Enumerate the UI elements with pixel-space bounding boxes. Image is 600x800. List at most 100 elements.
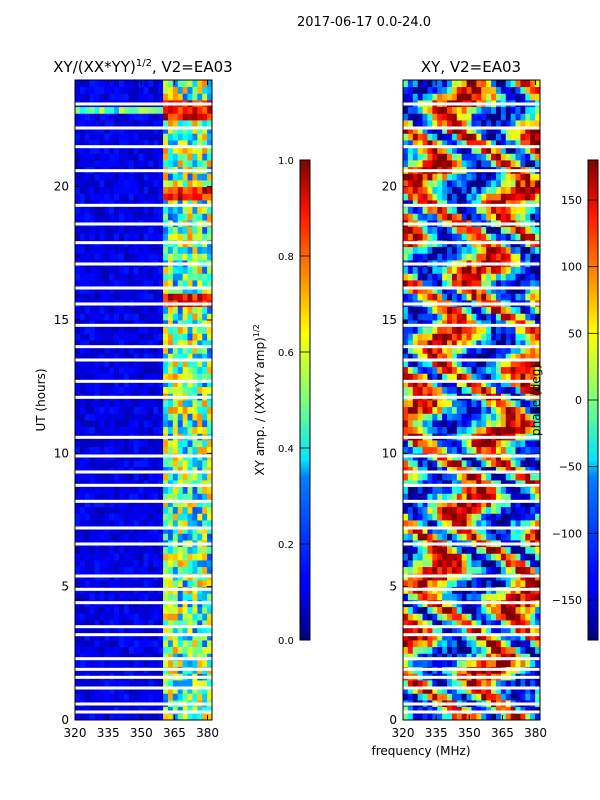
heatmap-cell <box>510 680 516 688</box>
heatmap-cell <box>491 533 497 541</box>
heatmap-cell <box>75 526 81 534</box>
heatmap-cell <box>133 253 139 261</box>
panel1-heatmap <box>75 80 212 720</box>
heatmap-cell <box>417 366 423 374</box>
heatmap-cell <box>412 206 419 214</box>
heatmap-cell <box>94 566 100 574</box>
heatmap-cell <box>79 360 86 368</box>
heatmap-cell <box>427 486 433 494</box>
heatmap-cell <box>447 620 453 628</box>
heatmap-cell <box>466 520 472 528</box>
heatmap-cell <box>207 180 212 188</box>
heatmap-cell <box>476 413 482 421</box>
heatmap-cell <box>515 306 521 314</box>
heatmap-cell <box>456 193 463 201</box>
heatmap-cell <box>182 566 188 574</box>
heatmap-cell <box>79 380 86 388</box>
heatmap-cell <box>148 326 154 334</box>
heatmap-cell <box>84 313 91 321</box>
heatmap-cell <box>187 400 193 408</box>
heatmap-cell <box>432 626 438 634</box>
heatmap-cell <box>417 466 423 474</box>
heatmap-cell <box>451 440 458 448</box>
heatmap-cell <box>94 86 100 94</box>
heatmap-cell <box>192 360 198 368</box>
heatmap-cell <box>495 706 502 714</box>
heatmap-cell <box>417 193 423 201</box>
heatmap-cell <box>481 593 487 601</box>
heatmap-cell <box>123 513 130 521</box>
heatmap-cell <box>148 520 154 528</box>
heatmap-cell <box>89 653 95 661</box>
heatmap-cell <box>197 386 203 394</box>
heatmap-cell <box>422 526 428 534</box>
heatmap-cell <box>491 373 497 381</box>
heatmap-cell <box>99 153 105 161</box>
heatmap-cell <box>133 420 139 428</box>
heatmap-cell <box>104 313 110 321</box>
heatmap-cell <box>128 146 135 154</box>
heatmap-cell <box>163 80 169 88</box>
heatmap-cell <box>451 193 458 201</box>
heatmap-cell <box>177 380 184 388</box>
heatmap-cell <box>128 713 135 720</box>
heatmap-cell <box>182 660 188 668</box>
heatmap-cell <box>456 553 463 561</box>
heatmap-cell <box>515 506 521 514</box>
heatmap-cell <box>153 293 159 301</box>
heatmap-cell <box>486 620 492 628</box>
heatmap-cell <box>422 460 428 468</box>
heatmap-cell <box>133 360 139 368</box>
heatmap-cell <box>109 173 115 181</box>
heatmap-cell <box>412 660 419 668</box>
heatmap-cell <box>442 286 448 294</box>
heatmap-cell <box>153 140 159 148</box>
heatmap-cell <box>403 366 409 374</box>
heatmap-cell <box>202 593 208 601</box>
heatmap-cell <box>491 593 497 601</box>
heatmap-cell <box>442 313 448 321</box>
heatmap-cell <box>481 606 487 614</box>
heatmap-cell <box>442 680 448 688</box>
heatmap-cell <box>79 146 86 154</box>
heatmap-cell <box>99 400 105 408</box>
heatmap-cell <box>123 246 130 254</box>
heatmap-cell <box>75 200 81 208</box>
heatmap-cell <box>128 413 135 421</box>
heatmap-cell <box>530 206 536 214</box>
heatmap-cell <box>500 193 507 201</box>
heatmap-cell <box>114 686 120 694</box>
heatmap-cell <box>456 606 463 614</box>
heatmap-cell <box>403 353 409 361</box>
heatmap-cell <box>456 366 463 374</box>
heatmap-cell <box>447 606 453 614</box>
heatmap-cell <box>119 293 125 301</box>
heatmap-cell <box>182 180 188 188</box>
heatmap-cell <box>133 380 139 388</box>
heatmap-cell <box>143 113 149 121</box>
heatmap-cell <box>427 580 433 588</box>
x-tick-label: 350 <box>130 726 153 740</box>
heatmap-cell <box>192 420 198 428</box>
heatmap-cell <box>202 560 208 568</box>
heatmap-cell <box>89 473 95 481</box>
heatmap-cell <box>177 266 184 274</box>
heatmap-cell <box>187 113 193 121</box>
heatmap-cell <box>143 413 149 421</box>
heatmap-cell <box>412 466 419 474</box>
heatmap-cell <box>79 86 86 94</box>
heatmap-cell <box>89 686 95 694</box>
heatmap-cell <box>197 293 203 301</box>
heatmap-cell <box>123 320 130 328</box>
heatmap-cell <box>486 266 492 274</box>
heatmap-cell <box>510 466 516 474</box>
heatmap-cell <box>432 253 438 261</box>
heatmap-cell <box>515 480 521 488</box>
heatmap-cell <box>412 526 419 534</box>
heatmap-cell <box>182 153 188 161</box>
heatmap-cell <box>466 506 472 514</box>
heatmap-cell <box>202 360 208 368</box>
heatmap-cell <box>471 526 477 534</box>
heatmap-cell <box>153 106 159 114</box>
heatmap-cell <box>192 286 198 294</box>
